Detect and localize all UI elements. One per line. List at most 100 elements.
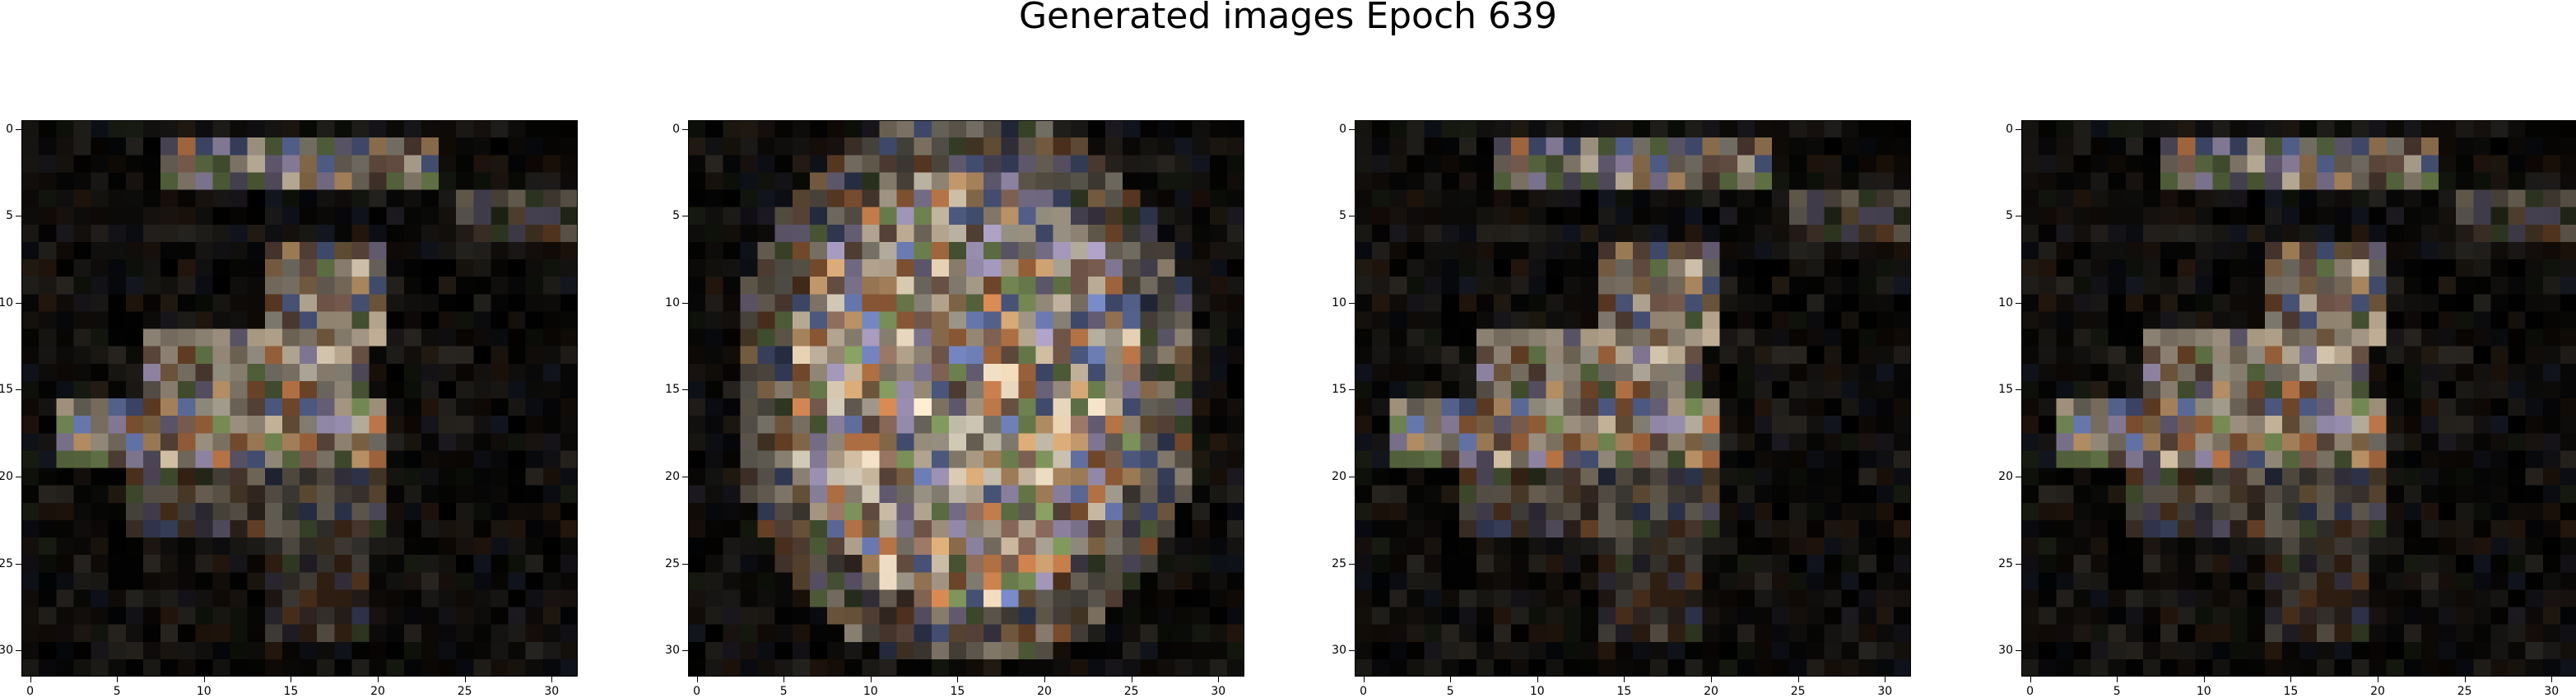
x-tick xyxy=(1218,677,1220,682)
x-tick-label: 25 xyxy=(457,685,472,698)
y-tick xyxy=(2016,563,2021,565)
y-tick-label: 10 xyxy=(665,295,680,309)
y-tick xyxy=(16,650,21,652)
pixel-image xyxy=(1355,120,1911,677)
x-tick xyxy=(783,677,785,682)
x-tick-label: 0 xyxy=(693,685,701,698)
x-tick xyxy=(1537,677,1538,682)
x-tick xyxy=(378,677,379,682)
x-tick-label: 0 xyxy=(2026,685,2034,698)
x-tick xyxy=(117,677,119,682)
x-tick-label: 20 xyxy=(2370,685,2385,698)
x-tick-label: 30 xyxy=(544,685,560,698)
x-tick xyxy=(1711,677,1713,682)
y-tick-label: 5 xyxy=(6,209,13,223)
y-tick xyxy=(16,389,21,391)
x-tick-label: 15 xyxy=(950,685,965,698)
y-tick-label: 15 xyxy=(665,383,680,397)
y-tick xyxy=(1349,128,1355,130)
y-tick xyxy=(1349,650,1355,652)
y-tick-label: 30 xyxy=(0,644,13,658)
y-tick-label: 10 xyxy=(0,295,13,309)
x-tick-label: 5 xyxy=(113,685,121,698)
y-tick xyxy=(16,128,21,130)
y-tick-label: 20 xyxy=(1332,470,1346,484)
x-tick xyxy=(30,677,31,682)
x-tick-label: 5 xyxy=(1446,685,1454,698)
x-tick xyxy=(2551,677,2553,682)
y-tick-label: 25 xyxy=(665,556,680,570)
x-tick xyxy=(2290,677,2292,682)
y-tick xyxy=(682,650,688,652)
x-tick-label: 10 xyxy=(196,685,212,698)
x-tick-label: 25 xyxy=(1790,685,1806,698)
y-tick-label: 0 xyxy=(2006,122,2013,136)
x-tick xyxy=(870,677,872,682)
y-tick-label: 25 xyxy=(0,556,13,570)
x-tick xyxy=(203,677,205,682)
y-tick-label: 25 xyxy=(1998,556,2013,570)
x-tick xyxy=(464,677,466,682)
x-tick xyxy=(696,677,698,682)
y-tick xyxy=(1349,563,1355,565)
generated-image-4: 0 5 10 15 20 25 30 0 5 10 15 20 25 30 xyxy=(1998,120,2576,698)
x-tick-label: 20 xyxy=(370,685,385,698)
x-tick-label: 5 xyxy=(2113,685,2121,698)
y-tick-label: 15 xyxy=(0,383,13,397)
generated-image-3: 0 5 10 15 20 25 30 0 5 10 15 20 25 30 xyxy=(1332,120,1911,698)
y-tick xyxy=(2016,389,2021,391)
x-tick xyxy=(2203,677,2205,682)
y-tick-label: 20 xyxy=(0,470,13,484)
x-tick-label: 10 xyxy=(2196,685,2211,698)
x-tick-label: 30 xyxy=(1877,685,1893,698)
x-tick xyxy=(2464,677,2466,682)
x-tick-label: 25 xyxy=(2457,685,2472,698)
y-tick-label: 5 xyxy=(672,209,680,223)
x-tick-label: 15 xyxy=(2283,685,2299,698)
y-tick-label: 0 xyxy=(672,122,680,136)
y-tick xyxy=(682,563,688,565)
y-tick-label: 5 xyxy=(1339,209,1346,223)
y-tick xyxy=(16,302,21,304)
y-tick-label: 10 xyxy=(1332,295,1346,309)
y-tick xyxy=(16,563,21,565)
x-tick-label: 10 xyxy=(863,685,878,698)
x-tick xyxy=(1450,677,1452,682)
y-tick-label: 10 xyxy=(1998,295,2013,309)
generated-image-2: 0 5 10 15 20 25 30 0 5 10 15 20 25 30 xyxy=(665,120,1244,698)
y-tick-label: 30 xyxy=(1332,644,1346,658)
y-tick-label: 30 xyxy=(665,644,680,658)
y-tick-label: 15 xyxy=(1332,383,1346,397)
x-tick xyxy=(957,677,959,682)
y-tick xyxy=(682,128,688,130)
y-tick-label: 25 xyxy=(1332,556,1346,570)
x-tick xyxy=(2117,677,2118,682)
x-tick xyxy=(551,677,553,682)
y-tick-label: 5 xyxy=(2006,209,2013,223)
x-tick-label: 30 xyxy=(2544,685,2560,698)
y-tick xyxy=(682,389,688,391)
x-tick-label: 20 xyxy=(1704,685,1718,698)
y-tick-label: 0 xyxy=(1339,122,1346,136)
x-tick-label: 0 xyxy=(1360,685,1368,698)
figure-title: Generated images Epoch 639 xyxy=(1018,0,1558,37)
generated-image-1: 0 5 10 15 20 25 30 0 5 10 15 20 25 30 xyxy=(0,120,578,698)
y-tick xyxy=(2016,128,2021,130)
y-tick-label: 30 xyxy=(1998,644,2013,658)
y-tick xyxy=(1349,389,1355,391)
x-tick xyxy=(1044,677,1046,682)
x-tick-label: 10 xyxy=(1529,685,1545,698)
x-tick-label: 20 xyxy=(1037,685,1052,698)
y-tick xyxy=(1349,302,1355,304)
y-tick xyxy=(2016,302,2021,304)
y-tick-label: 0 xyxy=(6,122,13,136)
x-tick xyxy=(1624,677,1625,682)
y-tick xyxy=(2016,650,2021,652)
x-tick-label: 30 xyxy=(1211,685,1226,698)
x-tick xyxy=(1363,677,1365,682)
y-tick-label: 20 xyxy=(1998,470,2013,484)
y-tick xyxy=(682,302,688,304)
x-tick-label: 25 xyxy=(1123,685,1139,698)
x-tick-label: 15 xyxy=(283,685,299,698)
y-tick-label: 15 xyxy=(1998,383,2013,397)
